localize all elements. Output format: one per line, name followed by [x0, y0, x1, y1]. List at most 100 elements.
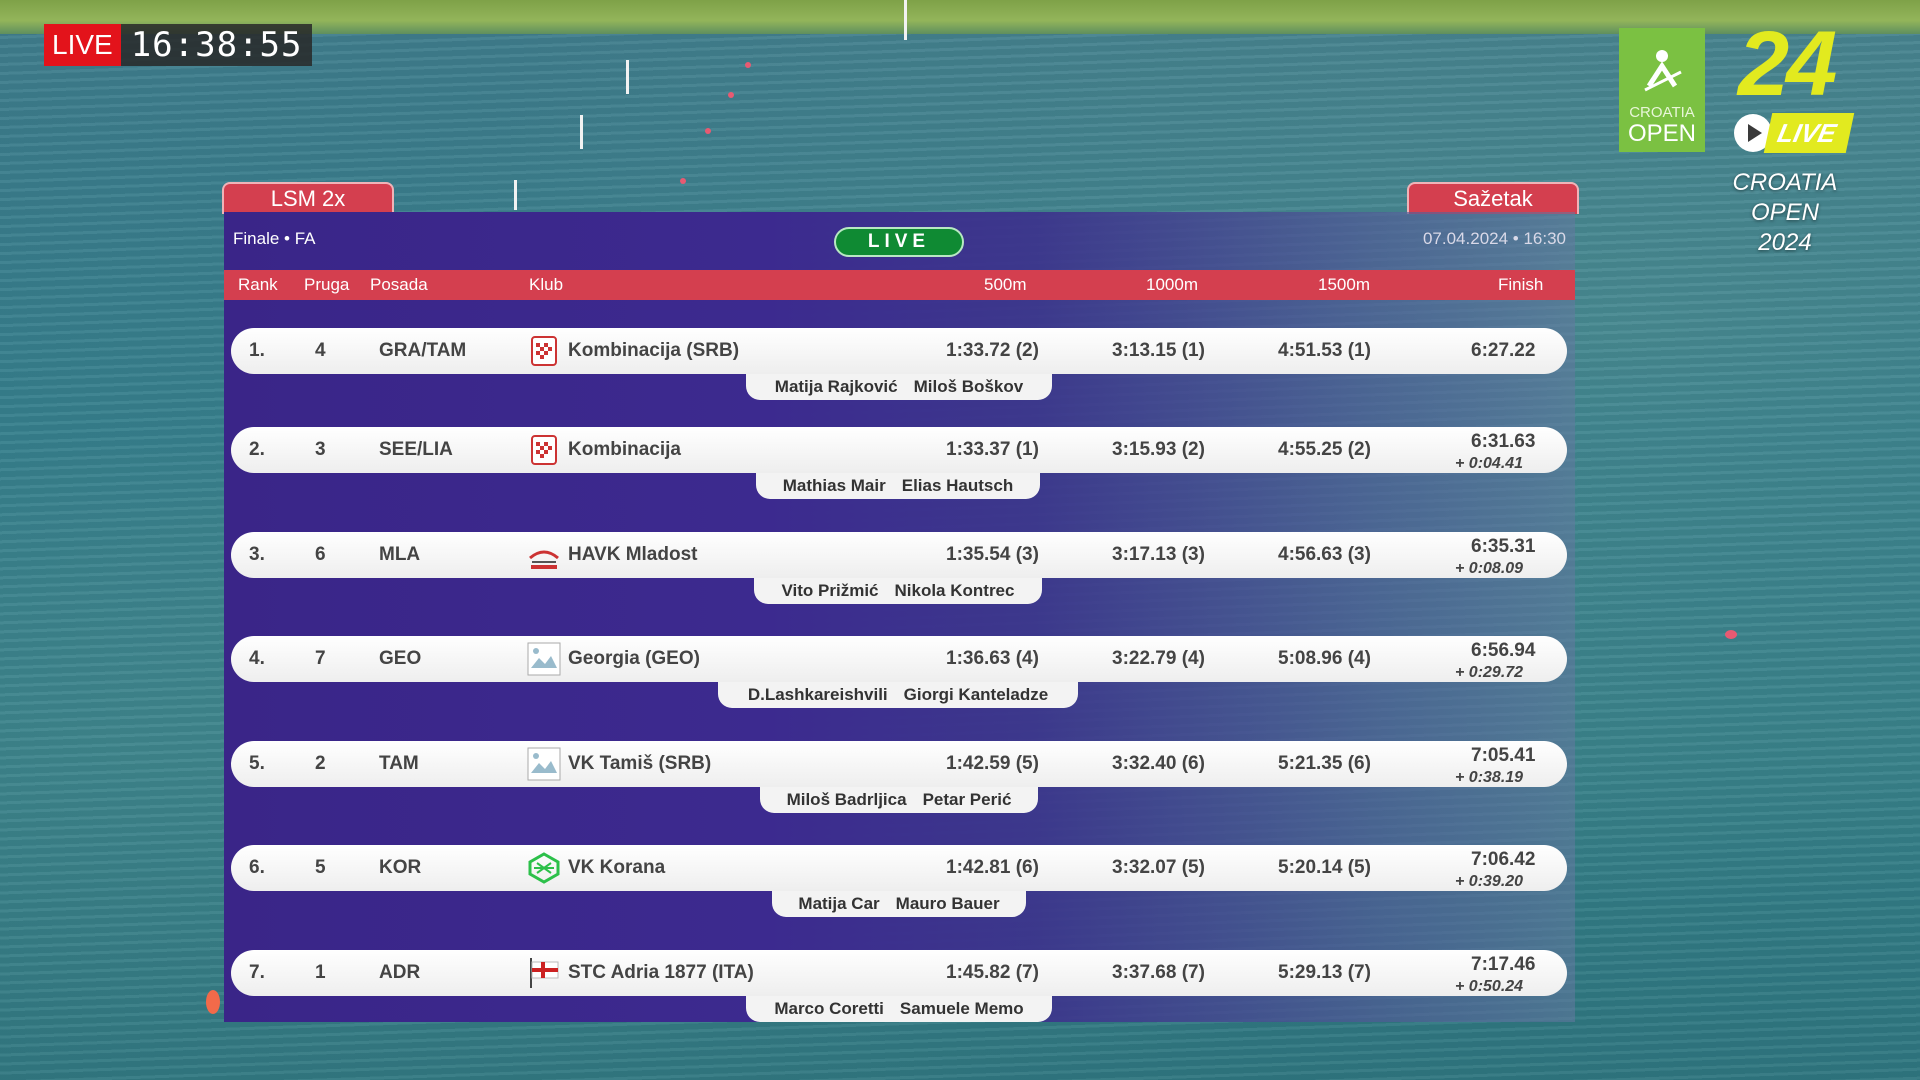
crew-member-2: Nikola Kontrec: [894, 581, 1015, 600]
lane-cell: 6: [315, 544, 326, 565]
table-row[interactable]: 2. 3 SEE/LIA Kombinacija 1:33.37 (1) 3:15.93 …: [231, 427, 1567, 473]
col-500m: 500m: [984, 275, 1027, 294]
split-1500m-cell: 5:20.14 (5): [1278, 857, 1371, 878]
rank-cell: 4.: [249, 648, 265, 669]
col-rank: Rank: [238, 275, 278, 294]
split-500m-cell: 1:36.63 (4): [946, 648, 1039, 669]
event-line2: OPEN: [1750, 199, 1819, 226]
finish-gap-cell: + 0:08.09: [1455, 560, 1524, 577]
lane-cell: 5: [315, 857, 326, 878]
pole: [514, 180, 517, 210]
croatia-crest-icon: [527, 433, 561, 467]
event-tab[interactable]: LSM 2x: [222, 182, 394, 214]
crew-member-2: Giorgi Kanteladze: [903, 685, 1049, 704]
crew-member-2: Mauro Bauer: [895, 894, 1000, 913]
brand-number: 24: [1738, 13, 1837, 115]
rank-cell: 6.: [249, 857, 265, 878]
table-row[interactable]: 3. 6 MLA HAVK Mladost 1:35.54 (3) 3:17.13 (3)…: [231, 532, 1567, 578]
crew-member-1: Vito Prižmić: [781, 581, 879, 600]
finish-gap-cell: + 0:39.20: [1455, 873, 1524, 890]
lane-cell: 2: [315, 753, 326, 774]
finish-time-cell: 7:17.46: [1471, 954, 1536, 975]
split-500m-cell: 1:42.59 (5): [946, 753, 1039, 774]
crew-names: Matija Car Mauro Bauer: [772, 891, 1026, 917]
crew-member-2: Samuele Memo: [899, 999, 1024, 1018]
live-tag: LIVE: [44, 24, 121, 66]
pole: [626, 60, 629, 94]
split-1500m-cell: 5:21.35 (6): [1278, 753, 1371, 774]
broken-image-icon: [527, 747, 561, 781]
club-cell: Kombinacija (SRB): [568, 340, 740, 361]
table-row[interactable]: 4. 7 GEO Georgia (GEO) 1:36.63 (4) 3:22.79 (4…: [231, 636, 1567, 682]
crew-code-cell: GRA/TAM: [379, 340, 467, 361]
lane-cell: 3: [315, 439, 326, 460]
crew-member-2: Elias Hautsch: [901, 476, 1014, 495]
split-1000m-cell: 3:32.07 (5): [1112, 857, 1205, 878]
crew-member-1: Miloš Badrljica: [786, 790, 907, 809]
brand-live-badge: LIVE: [1763, 113, 1855, 153]
split-1500m-cell: 4:55.25 (2): [1278, 439, 1371, 460]
buoy: [728, 92, 734, 98]
finish-time-cell: 7:06.42: [1471, 849, 1536, 870]
crew-names: Miloš Badrljica Petar Perić: [760, 787, 1038, 813]
crew-code-cell: KOR: [379, 857, 422, 878]
split-1000m-cell: 3:13.15 (1): [1112, 340, 1205, 361]
crew-member-2: Miloš Boškov: [913, 377, 1024, 396]
col-1000m: 1000m: [1146, 275, 1198, 294]
crew-member-1: Matija Car: [798, 894, 880, 913]
croatia-open-logo: CROATIA OPEN: [1619, 28, 1705, 152]
club-cell: HAVK Mladost: [568, 544, 698, 565]
crew-names: Mathias Mair Elias Hautsch: [756, 473, 1040, 499]
split-500m-cell: 1:45.82 (7): [946, 962, 1039, 983]
event-brand-text: CROATIA OPEN 2024: [1700, 168, 1870, 258]
rower-icon: [1644, 50, 1682, 92]
croatia-crest-icon: [527, 334, 561, 368]
split-1000m-cell: 3:32.40 (6): [1112, 753, 1205, 774]
buoy: [1725, 630, 1737, 639]
buoy: [680, 178, 686, 184]
rank-cell: 5.: [249, 753, 265, 774]
finish-gap-cell: + 0:29.72: [1455, 664, 1524, 681]
crew-code-cell: ADR: [379, 962, 421, 983]
split-1000m-cell: 3:15.93 (2): [1112, 439, 1205, 460]
live-status-pill: LIVE: [834, 227, 964, 257]
split-500m-cell: 1:33.72 (2): [946, 340, 1039, 361]
crew-names: Vito Prižmić Nikola Kontrec: [754, 578, 1042, 604]
club-cell: Kombinacija: [568, 439, 681, 460]
finish-time-cell: 6:31.63: [1471, 431, 1536, 452]
crew-member-2: Petar Perić: [922, 790, 1012, 809]
split-1500m-cell: 5:08.96 (4): [1278, 648, 1371, 669]
summary-tab[interactable]: Sažetak: [1407, 182, 1579, 214]
split-1500m-cell: 4:51.53 (1): [1278, 340, 1371, 361]
split-1000m-cell: 3:37.68 (7): [1112, 962, 1205, 983]
race-phase: Finale • FA: [233, 229, 316, 248]
table-row[interactable]: 5. 2 TAM VK Tamiš (SRB) 1:42.59 (5) 3:32.40 (…: [231, 741, 1567, 787]
lane-cell: 7: [315, 648, 326, 669]
buoy: [745, 62, 751, 68]
clock-time: 16:38:55: [120, 24, 313, 66]
split-1500m-cell: 4:56.63 (3): [1278, 544, 1371, 565]
table-row[interactable]: 6. 5 KOR VK Korana 1:42.81 (6) 3:32.07 (5) 5:2…: [231, 845, 1567, 891]
buoy: [705, 128, 711, 134]
finish-time-cell: 7:05.41: [1471, 745, 1536, 766]
finish-time-cell: 6:27.22: [1471, 340, 1536, 361]
logo-line1: CROATIA: [1629, 104, 1695, 121]
col-finish: Finish: [1498, 275, 1544, 294]
split-1000m-cell: 3:17.13 (3): [1112, 544, 1205, 565]
shoreline: [0, 0, 1920, 34]
finish-gap-cell: + 0:04.41: [1455, 455, 1524, 472]
crew-member-1: Marco Coretti: [774, 999, 884, 1018]
crew-member-1: D.Lashkareishvili: [747, 685, 888, 704]
crew-code-cell: MLA: [379, 544, 421, 565]
split-1000m-cell: 3:22.79 (4): [1112, 648, 1205, 669]
finish-gap-cell: + 0:50.24: [1455, 978, 1524, 995]
table-row[interactable]: 1. 4 GRA/TAM Kombinacija (SRB) 1:33.72 (2) 3:…: [231, 328, 1567, 374]
crew-names: D.Lashkareishvili Giorgi Kanteladze: [718, 682, 1078, 708]
split-500m-cell: 1:42.81 (6): [946, 857, 1039, 878]
col-1500m: 1500m: [1318, 275, 1370, 294]
crew-code-cell: TAM: [379, 753, 419, 774]
race-datetime: 07.04.2024 • 16:30: [1422, 229, 1566, 248]
col-crew: Posada: [370, 275, 428, 294]
table-row[interactable]: 7. 1 ADR STC Adria 1877 (ITA) 1:45.82 (7) 3:3…: [231, 950, 1567, 996]
club-cell: VK Korana: [568, 857, 666, 878]
